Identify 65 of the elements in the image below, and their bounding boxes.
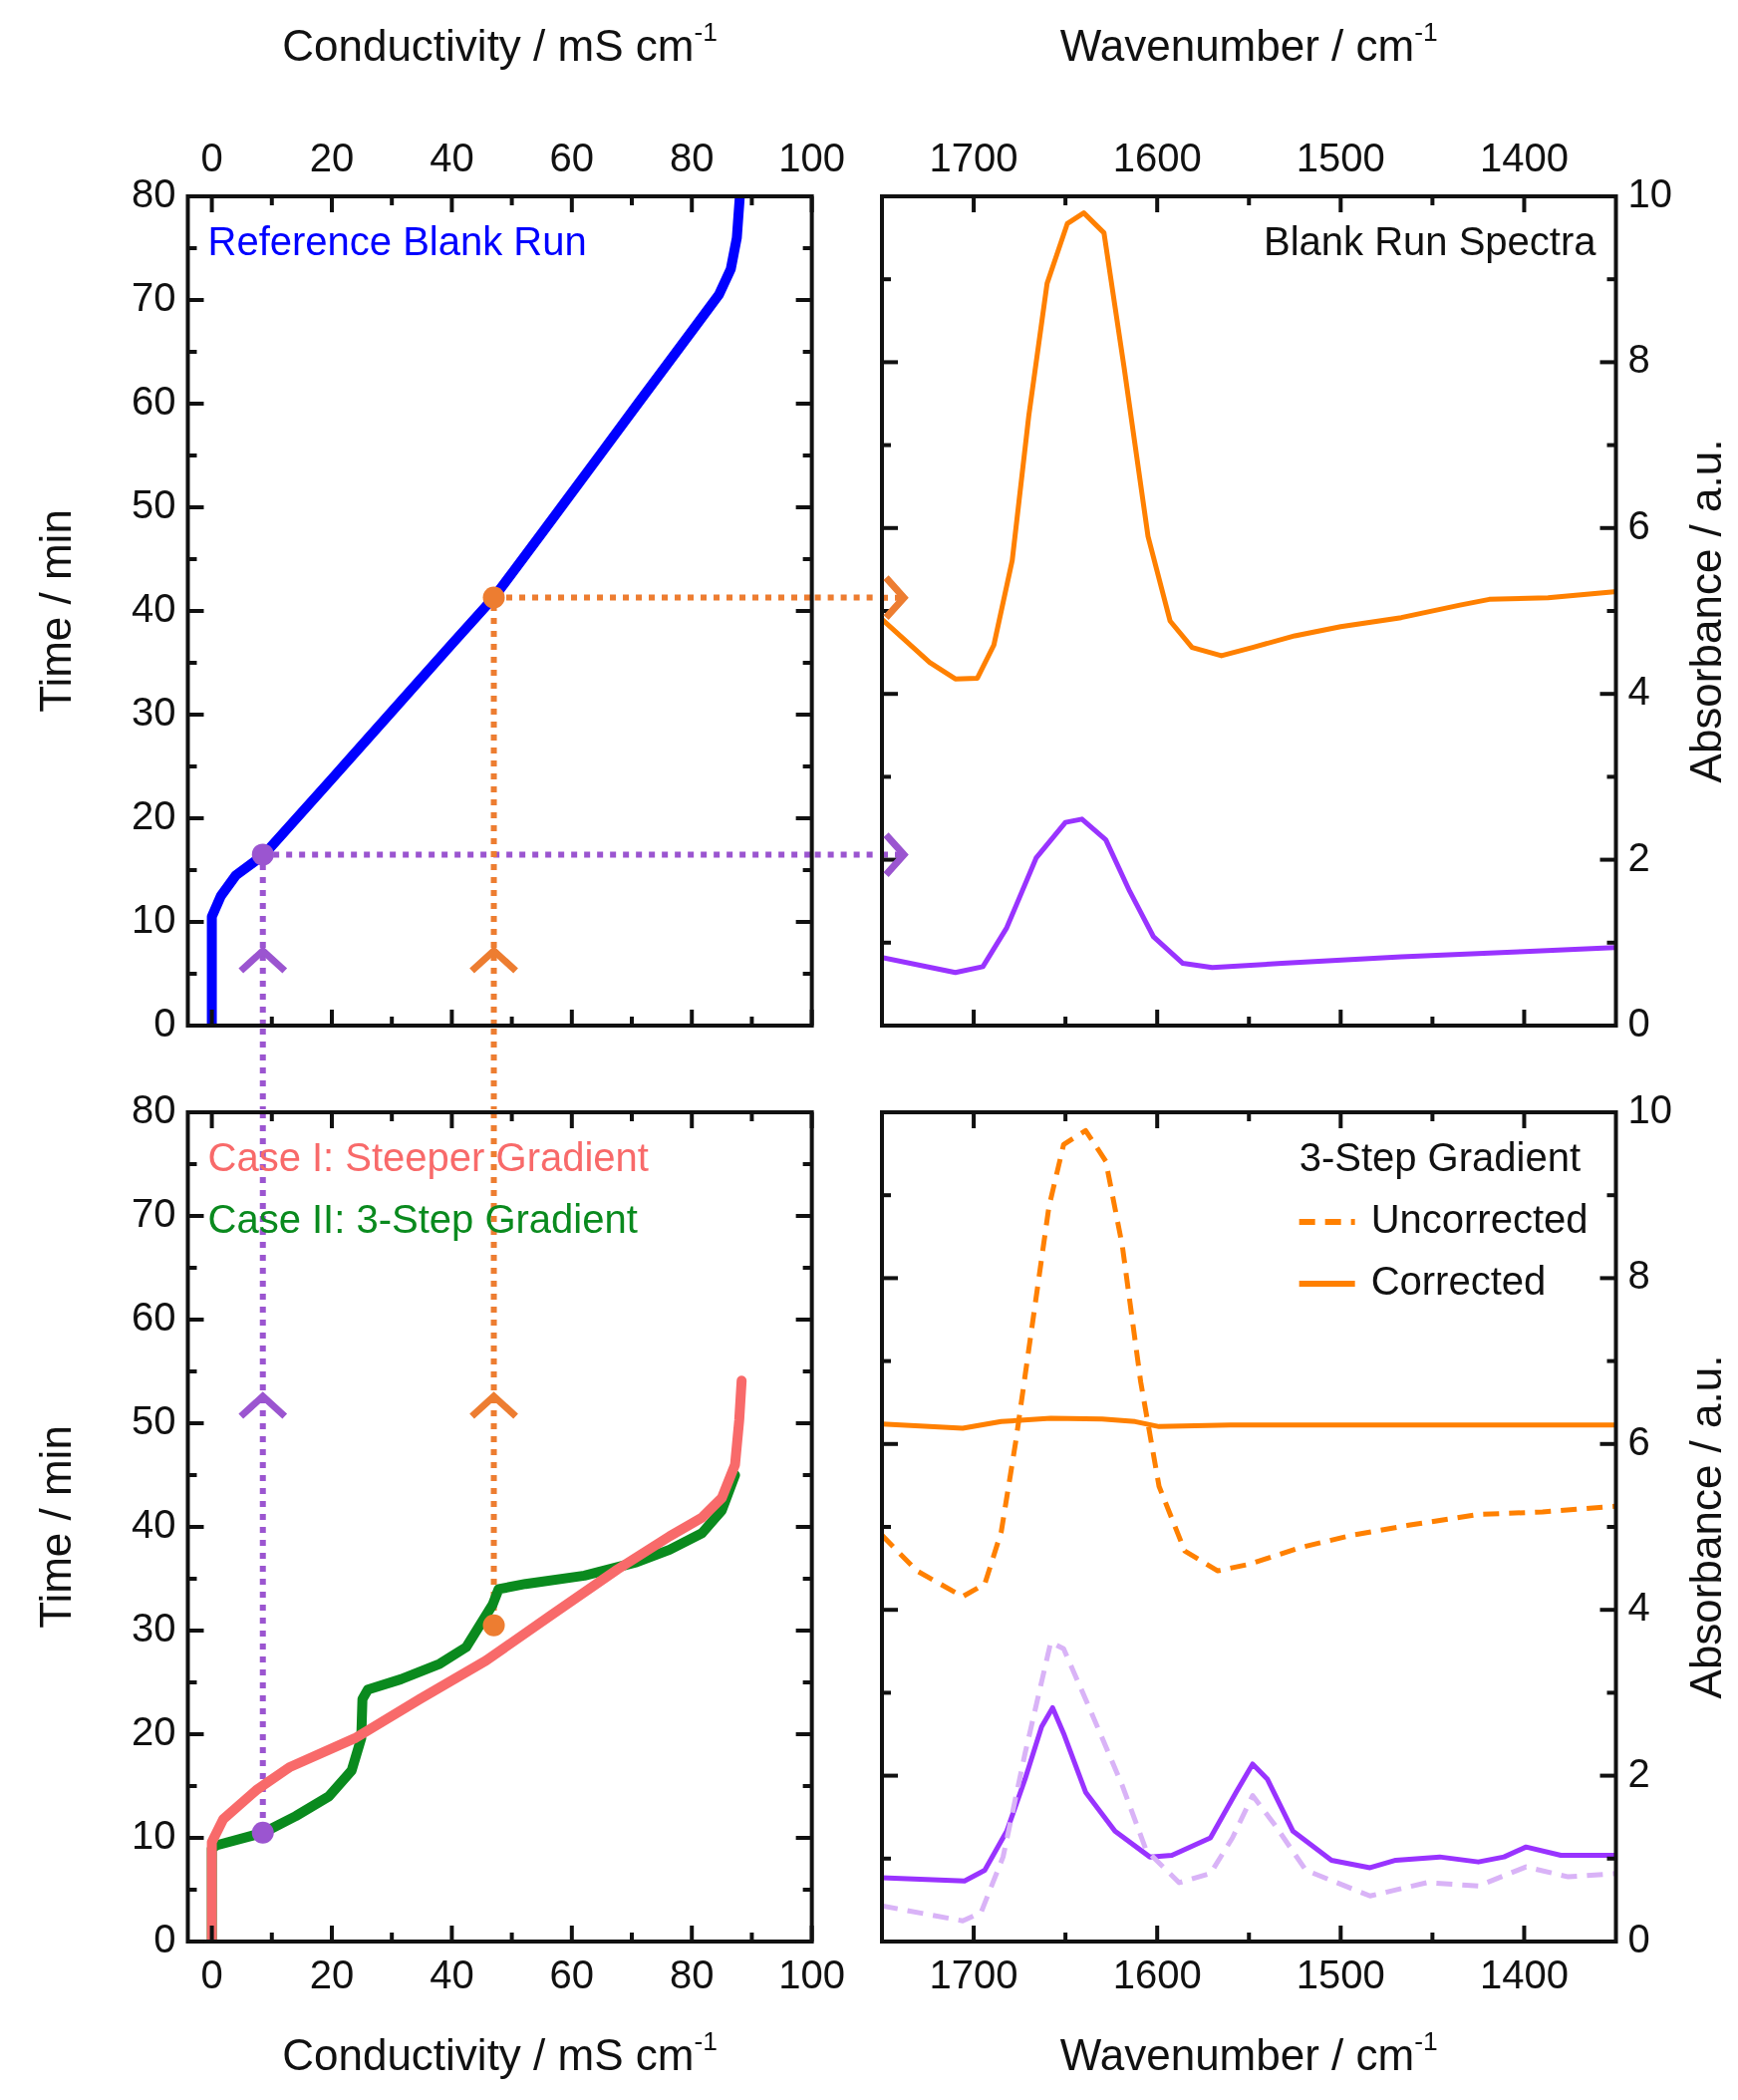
x-tick-label: 1700: [929, 1952, 1018, 1997]
x-tick-label: 1600: [1112, 136, 1202, 180]
y-tick-label: 0: [1627, 1917, 1650, 1961]
y-tick-label: 8: [1627, 337, 1650, 382]
x-tick-label: 60: [549, 1952, 595, 1997]
text: Case II: 3-Step Gradient: [207, 1197, 638, 1242]
x-tick-label: 1500: [1296, 1952, 1385, 1997]
y-tick-label: 50: [131, 482, 176, 527]
y-tick-label: 80: [131, 1087, 176, 1132]
y-tick-label: 50: [131, 1398, 176, 1443]
y-tick-label: 60: [131, 379, 176, 424]
y-axis-title: Time / min: [30, 509, 81, 713]
y-tick-label: 8: [1627, 1253, 1650, 1298]
x-tick-label: 1400: [1479, 136, 1569, 180]
y-tick-label: 20: [131, 793, 176, 838]
legend-label: Corrected: [1370, 1259, 1547, 1304]
y-tick-label: 80: [131, 171, 176, 216]
x-tick-label: 80: [669, 136, 715, 180]
y-tick-label: 10: [131, 1813, 176, 1858]
y-tick-label: 70: [131, 275, 176, 320]
legend-title: 3-Step Gradient: [1299, 1135, 1582, 1180]
x-tick-label: 100: [778, 1952, 846, 1997]
x-tick-label: 1400: [1479, 1952, 1569, 1997]
x-tick-label: 20: [309, 1952, 355, 1997]
y-tick-label: 30: [131, 1606, 176, 1650]
y-tick-label: 4: [1627, 1585, 1650, 1630]
y-tick-label: 10: [1627, 1087, 1673, 1132]
y-tick-label: 40: [131, 586, 176, 631]
y-tick-label: 60: [131, 1295, 176, 1340]
y-tick-label: 10: [131, 897, 176, 942]
x-tick-label: 80: [669, 1952, 715, 1997]
text: Reference Blank Run: [207, 219, 587, 264]
y-tick-label: 0: [1627, 1001, 1650, 1046]
x-tick-label: 60: [549, 136, 595, 180]
y-tick-label: 0: [153, 1001, 176, 1046]
text: Case I: Steeper Gradient: [207, 1135, 649, 1180]
y-axis-title: Time / min: [30, 1425, 81, 1629]
x-tick-label: 40: [430, 136, 474, 180]
x-tick-label: 100: [778, 136, 846, 180]
y-tick-label: 40: [131, 1502, 176, 1547]
x-axis-title: Wavenumber / cm$^{-1}$: [1059, 2026, 1438, 2080]
y-axis-title: Absorbance / a.u.: [1680, 439, 1731, 783]
y-tick-label: 2: [1627, 834, 1650, 879]
y-tick-label: 10: [1627, 171, 1673, 216]
y-tick-label: 2: [1627, 1750, 1650, 1795]
x-tick-label: 0: [200, 1952, 223, 1997]
x-tick-label: 1600: [1112, 1952, 1202, 1997]
x-axis-title: Conductivity / mS cm$^{-1}$: [282, 17, 718, 71]
y-tick-label: 6: [1627, 502, 1650, 547]
y-tick-label: 0: [153, 1917, 176, 1961]
y-axis-title: Absorbance / a.u.: [1680, 1354, 1731, 1699]
x-tick-label: 40: [430, 1952, 474, 1997]
x-axis-title: Wavenumber / cm$^{-1}$: [1059, 17, 1438, 71]
x-tick-label: 1700: [929, 136, 1018, 180]
annotation: Blank Run Spectra: [1263, 219, 1597, 264]
y-tick-label: 30: [131, 690, 176, 735]
y-tick-label: 4: [1627, 669, 1650, 714]
x-tick-label: 1500: [1296, 136, 1385, 180]
y-tick-label: 70: [131, 1191, 176, 1236]
x-tick-label: 0: [200, 136, 223, 180]
legend-label: Uncorrected: [1370, 1197, 1589, 1242]
y-tick-label: 6: [1627, 1418, 1650, 1463]
y-tick-label: 20: [131, 1709, 176, 1754]
x-axis-title: Conductivity / mS cm$^{-1}$: [282, 2026, 718, 2080]
x-tick-label: 20: [309, 136, 355, 180]
